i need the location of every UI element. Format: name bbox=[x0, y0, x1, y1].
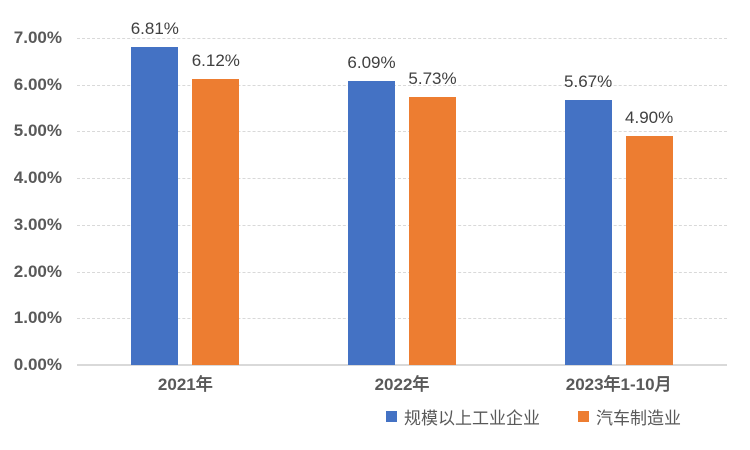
data-label-industrial-enterprises-3: 5.67% bbox=[564, 72, 613, 92]
data-label-industrial-enterprises-2: 6.09% bbox=[347, 52, 396, 72]
category-label-2: 2022年 bbox=[374, 375, 430, 394]
bar-industrial-enterprises-2 bbox=[348, 80, 395, 365]
bar-auto-manufacturing-3 bbox=[625, 136, 673, 365]
legend: 规模以上工业企业 汽车制造业 bbox=[386, 404, 681, 428]
y-axis-tick-label: 1.00% bbox=[13, 308, 62, 328]
y-axis-tick-label: 0.00% bbox=[13, 355, 62, 374]
data-label-industrial-enterprises-1: 6.81% bbox=[130, 18, 179, 38]
category-label-1: 2021年 bbox=[157, 375, 213, 394]
bar-industrial-enterprises-3 bbox=[564, 100, 612, 365]
gridline-6 bbox=[77, 84, 727, 86]
gridline-3 bbox=[77, 224, 727, 226]
category-label-3: 2023年1-10月 bbox=[565, 375, 672, 394]
y-axis-tick-label: 3.00% bbox=[13, 214, 62, 234]
y-axis-tick-label: 7.00% bbox=[13, 28, 62, 47]
legend-item-industrial-enterprises: 规模以上工业企业 bbox=[386, 404, 540, 429]
gridline-7 bbox=[77, 38, 727, 39]
data-label-auto-manufacturing-1: 6.12% bbox=[191, 51, 240, 71]
x-axis-line bbox=[77, 364, 727, 366]
legend-label-auto-manufacturing: 汽车制造业 bbox=[596, 408, 681, 428]
gridline-5 bbox=[77, 131, 727, 133]
y-axis-tick-label: 5.00% bbox=[13, 121, 62, 141]
gridline-2 bbox=[77, 271, 727, 273]
gridline-1 bbox=[77, 318, 727, 320]
bar-auto-manufacturing-2 bbox=[409, 97, 456, 365]
legend-marker-industrial-enterprises bbox=[386, 410, 397, 422]
data-label-auto-manufacturing-2: 5.73% bbox=[408, 69, 457, 89]
data-label-auto-manufacturing-3: 4.90% bbox=[625, 108, 674, 128]
legend-marker-auto-manufacturing bbox=[578, 410, 589, 422]
legend-label-industrial-enterprises: 规模以上工业企业 bbox=[404, 408, 540, 428]
bar-industrial-enterprises-1 bbox=[131, 46, 179, 365]
y-axis-tick-label: 4.00% bbox=[13, 168, 62, 188]
gridline-4 bbox=[77, 178, 727, 180]
y-axis-tick-label: 6.00% bbox=[13, 74, 62, 94]
y-axis-tick-label: 2.00% bbox=[13, 261, 62, 281]
bar-auto-manufacturing-1 bbox=[192, 79, 240, 365]
legend-item-auto-manufacturing: 汽车制造业 bbox=[578, 404, 681, 429]
